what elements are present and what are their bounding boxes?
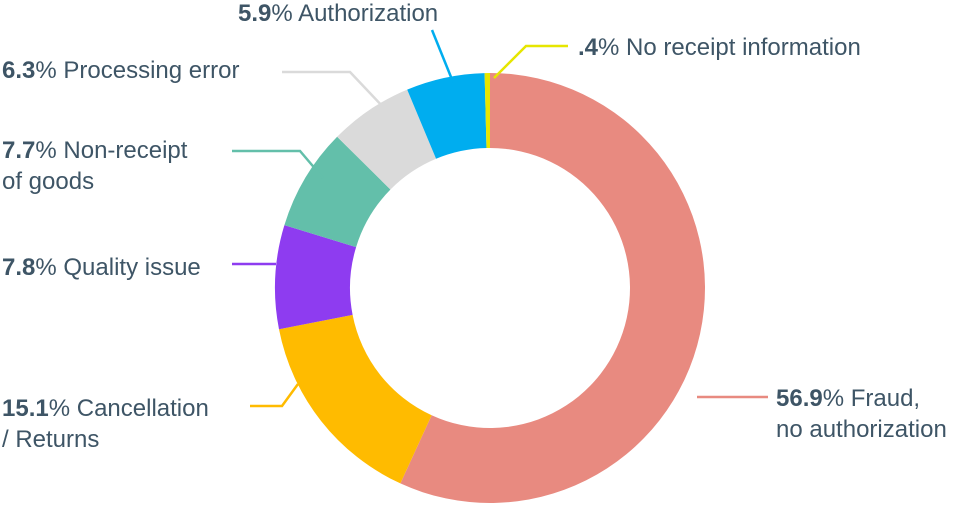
slice-label: 5.9% Authorization [238,0,438,27]
slice-label-line: no authorization [776,416,947,443]
donut-slice [400,73,705,503]
slice-label-line: Processing error [63,57,239,84]
slice-label-line: Cancellation [77,395,209,422]
slice-percent-unit: % [35,137,63,164]
slice-label: 15.1% Cancellation / Returns [2,395,209,453]
slice-percent: 56.9 [776,385,823,412]
leader-line [250,383,300,408]
slice-label-line: Quality issue [63,254,200,281]
donut-slice [275,225,357,330]
slice-label-line: Fraud, [851,385,920,412]
slice-label-line: Authorization [298,0,438,27]
slice-percent-unit: % [823,385,851,412]
slice-label: 7.8% Quality issue [2,254,201,281]
slice-label: .4% No receipt information [578,34,861,61]
slice-label: 56.9% Fraud, no authorization [776,385,947,443]
slice-percent: .4 [578,34,599,61]
slice-percent: 7.7 [2,137,35,164]
leader-lines [232,29,768,408]
slice-percent-unit: % [49,395,77,422]
slice-label-line: / Returns [2,426,99,453]
donut-slice [278,314,432,484]
slice-percent: 5.9 [238,0,271,27]
slice-percent: 15.1 [2,395,49,422]
donut-slices [275,73,705,503]
leader-line [282,70,387,111]
slice-label-line: of goods [2,168,94,195]
slice-label: 6.3% Processing error [2,57,239,84]
slice-percent: 6.3 [2,57,35,84]
donut-slice [407,73,487,159]
donut-slice [337,89,437,190]
leader-line [430,29,455,83]
donut-slice [284,136,391,248]
slice-label-line: No receipt information [626,34,861,61]
slice-percent-unit: % [35,254,63,281]
slice-labels: 56.9% Fraud, no authorization 15.1% Cancel… [2,0,947,453]
leader-line [493,44,568,79]
slice-percent-unit: % [35,57,63,84]
slice-percent-unit: % [598,34,626,61]
slice-label-line: Non-receipt [63,137,187,164]
leader-line [232,149,324,179]
slice-percent: 7.8 [2,254,35,281]
donut-slice [484,73,490,149]
slice-percent-unit: % [271,0,298,27]
slice-label: 7.7% Non-receipt of goods [2,137,188,195]
